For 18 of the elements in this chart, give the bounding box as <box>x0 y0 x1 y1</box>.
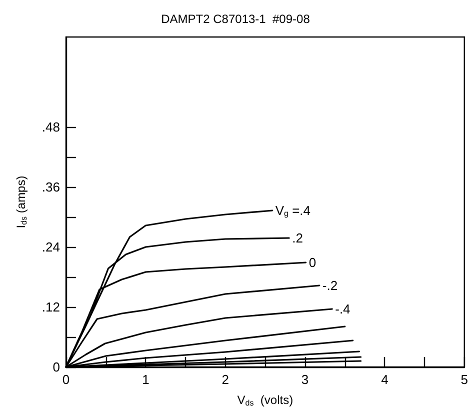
x-tick-label: 3 <box>301 372 309 387</box>
y-tick-label: .24 <box>42 240 60 254</box>
y-tick-label: 0 <box>52 360 60 374</box>
x-tick-label: 2 <box>222 372 229 387</box>
series-label: -.4 <box>335 302 350 316</box>
series-label: -.2 <box>322 278 338 293</box>
x-tick-label: 1 <box>142 372 150 387</box>
series-label: .2 <box>292 230 303 246</box>
chart-title: DAMPT2 C87013-1 #09-08 <box>161 12 310 26</box>
y-tick-label: .48 <box>42 120 60 134</box>
y-tick-label: .12 <box>42 300 60 314</box>
x-tick-label: 0 <box>62 372 70 387</box>
series-label: Vg =.4 <box>275 203 311 218</box>
x-tick-label: 4 <box>381 372 388 387</box>
y-tick-label: .36 <box>42 180 60 194</box>
series-label: 0 <box>308 255 316 270</box>
x-tick-label: 5 <box>460 372 468 387</box>
y-axis-title: Ids (amps) <box>14 176 28 228</box>
